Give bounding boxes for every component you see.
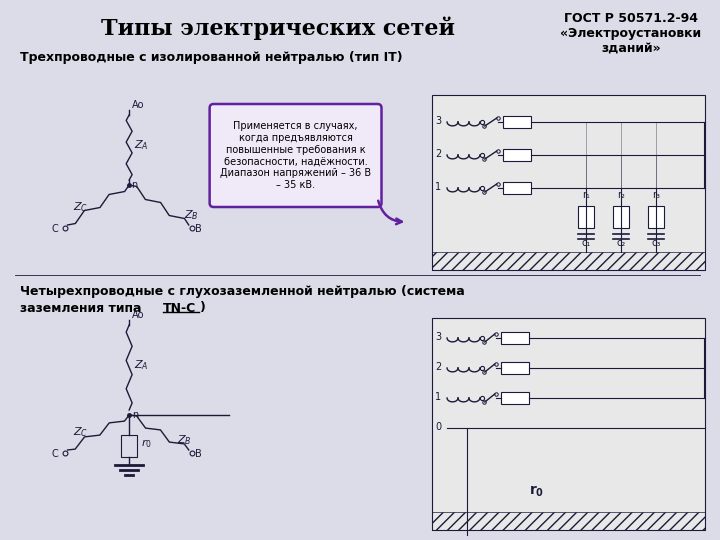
Text: n: n xyxy=(131,180,138,190)
Text: заземления типа: заземления типа xyxy=(20,301,145,314)
Text: Типы электрических сетей: Типы электрических сетей xyxy=(102,16,455,40)
Text: $r_0$: $r_0$ xyxy=(141,437,152,450)
Text: $Z_B$: $Z_B$ xyxy=(177,433,192,447)
Bar xyxy=(648,206,664,228)
Text: $Z_B$: $Z_B$ xyxy=(184,208,199,222)
Bar xyxy=(121,435,137,457)
Text: n: n xyxy=(132,410,138,420)
Text: Применяется в случаях,
когда предъявляются
повышенные требования к
безопасности,: Применяется в случаях, когда предъявляют… xyxy=(220,122,371,190)
Text: 1: 1 xyxy=(435,182,441,192)
Text: 1: 1 xyxy=(435,392,441,402)
Text: Aо: Aо xyxy=(132,310,145,320)
Bar xyxy=(503,149,531,161)
Text: r₂: r₂ xyxy=(617,190,625,200)
Text: Aо: Aо xyxy=(132,100,145,110)
Text: ): ) xyxy=(199,301,206,314)
Text: c₃: c₃ xyxy=(651,238,660,248)
Text: 2: 2 xyxy=(435,149,441,159)
Bar xyxy=(432,318,706,530)
Text: c₂: c₂ xyxy=(616,238,626,248)
Text: C: C xyxy=(52,224,58,234)
Text: «Электроустановки: «Электроустановки xyxy=(560,26,701,39)
Text: $Z_C$: $Z_C$ xyxy=(73,200,88,214)
Bar xyxy=(503,116,531,128)
Text: Трехпроводные с изолированной нейтралью (тип IT): Трехпроводные с изолированной нейтралью … xyxy=(20,51,402,64)
FancyBboxPatch shape xyxy=(210,104,382,207)
Text: B: B xyxy=(194,224,202,234)
Bar xyxy=(432,95,706,270)
Bar xyxy=(500,362,528,374)
Bar xyxy=(578,206,594,228)
Text: 2: 2 xyxy=(435,362,441,372)
Text: $\mathbf{r_0}$: $\mathbf{r_0}$ xyxy=(529,484,544,500)
Text: ГОСТ Р 50571.2-94: ГОСТ Р 50571.2-94 xyxy=(564,11,698,24)
Text: c₁: c₁ xyxy=(582,238,591,248)
Bar xyxy=(432,252,706,270)
Text: TN-C: TN-C xyxy=(163,301,196,314)
Text: 0: 0 xyxy=(435,422,441,432)
Bar xyxy=(503,182,531,194)
Text: $Z_A$: $Z_A$ xyxy=(134,138,149,152)
Bar xyxy=(500,332,528,344)
Text: $Z_C$: $Z_C$ xyxy=(73,425,88,439)
Text: 3: 3 xyxy=(435,116,441,126)
Text: C: C xyxy=(52,449,58,459)
Bar xyxy=(613,206,629,228)
Bar xyxy=(432,512,706,530)
Text: зданий»: зданий» xyxy=(601,42,661,55)
Text: $Z_A$: $Z_A$ xyxy=(134,358,149,372)
Text: Четырехпроводные с глухозаземленной нейтралью (система: Четырехпроводные с глухозаземленной нейт… xyxy=(20,286,464,299)
Bar xyxy=(500,392,528,404)
Text: r₁: r₁ xyxy=(582,190,590,200)
Text: 3: 3 xyxy=(435,332,441,342)
Text: r₃: r₃ xyxy=(652,190,660,200)
Text: B: B xyxy=(194,449,202,459)
